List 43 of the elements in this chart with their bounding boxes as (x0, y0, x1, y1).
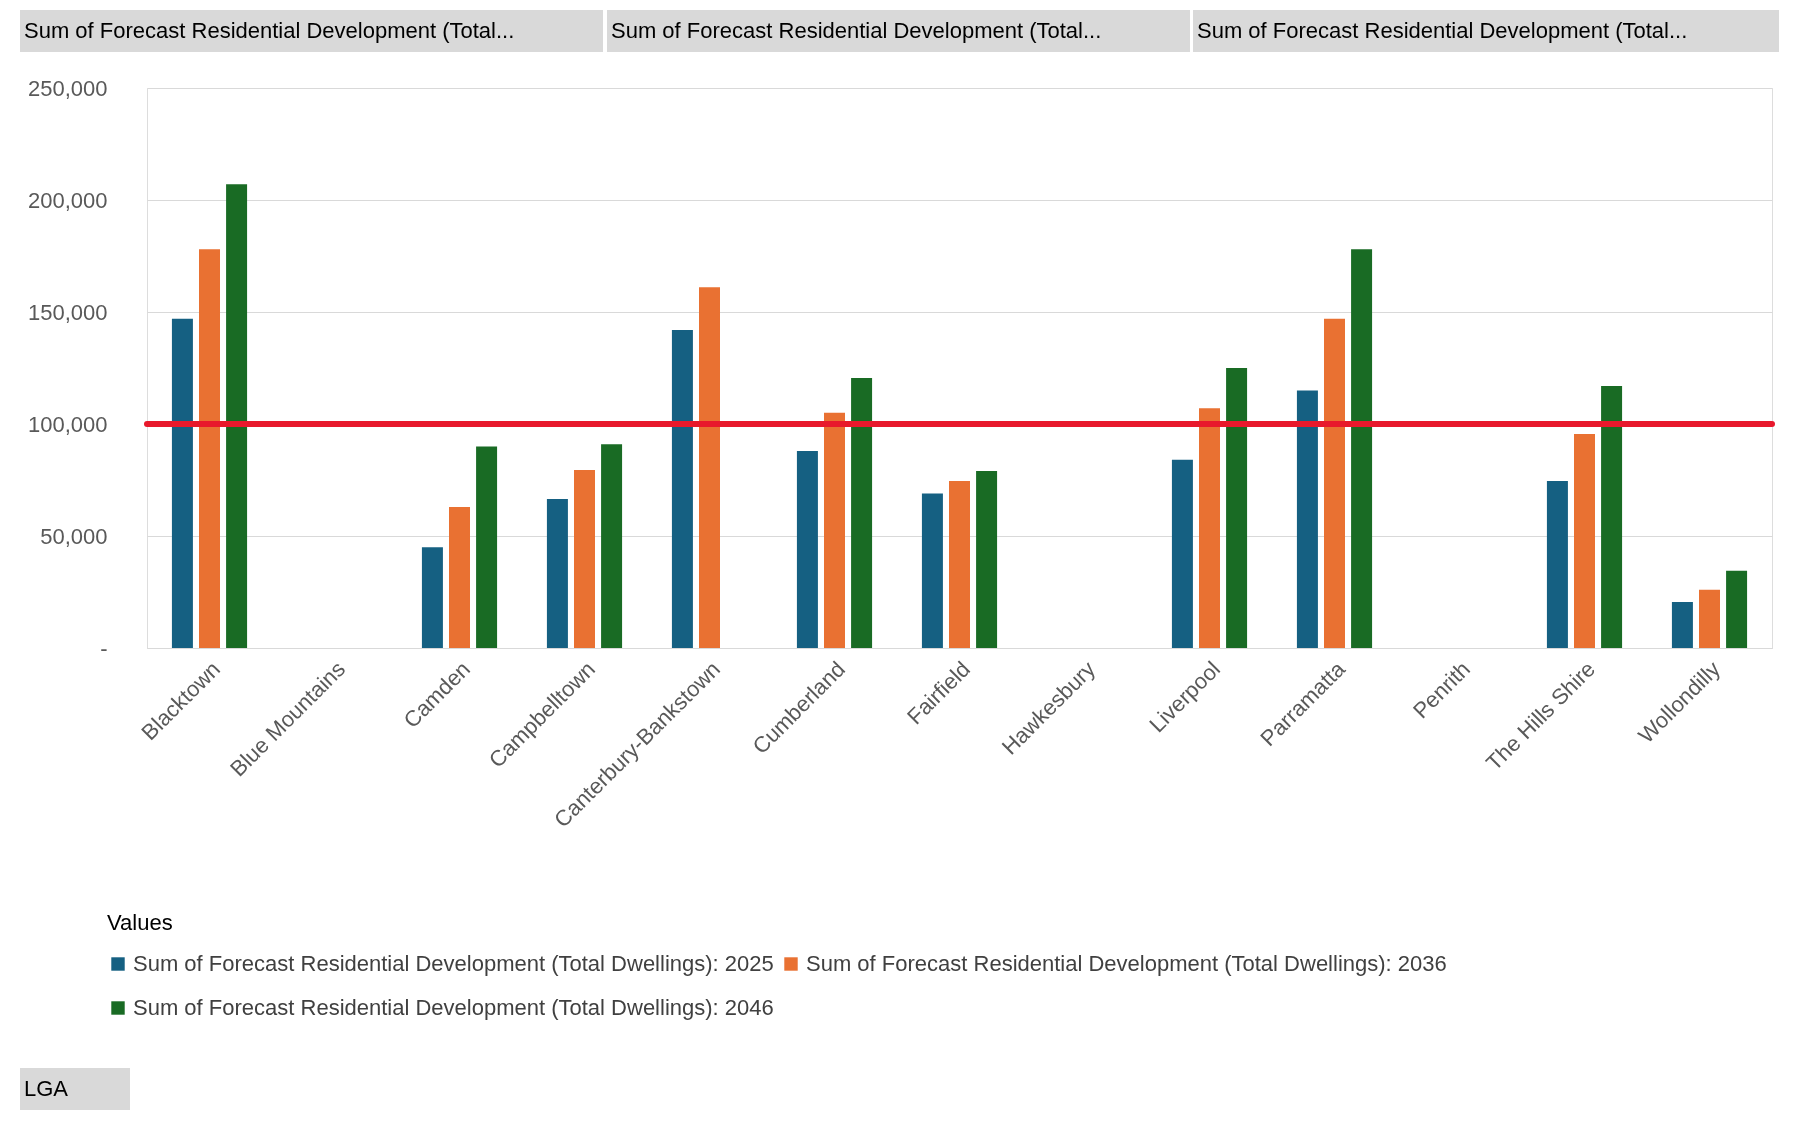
bar (976, 471, 998, 648)
bar (796, 450, 818, 648)
y-tick-label: 100,000 (27, 411, 108, 437)
y-tick-label: 250,000 (27, 75, 108, 101)
y-tick-label: 200,000 (27, 187, 108, 213)
text: Sum of Forecast Residential Development (Total... (1197, 18, 1688, 43)
text: Sum of Forecast Residential Development (Total... (611, 18, 1102, 43)
legend-title: Values (107, 910, 173, 935)
legend-label: Sum of Forecast Residential Development (Total Dwellings): 2036 (806, 951, 1447, 976)
bar (851, 378, 873, 648)
bar (1546, 481, 1568, 648)
bar (921, 493, 943, 648)
bar (1726, 570, 1748, 648)
legend-label: Sum of Forecast Residential Development (Total Dwellings): 2046 (133, 995, 774, 1020)
bar (1601, 385, 1623, 648)
bar (1296, 390, 1318, 648)
text: LGA (24, 1076, 69, 1101)
bar (226, 184, 248, 648)
y-tick-label: 50,000 (40, 523, 108, 549)
bar (824, 412, 845, 648)
bar (601, 444, 623, 648)
bar (1171, 459, 1193, 648)
y-tick-label: 150,000 (27, 299, 108, 325)
bar (199, 249, 220, 648)
bar (1699, 589, 1720, 648)
bar (1574, 434, 1595, 648)
bar (699, 287, 720, 648)
bar (476, 446, 498, 648)
y-tick-label: - (100, 635, 108, 661)
bar (574, 469, 595, 648)
bar (449, 506, 470, 648)
bar (1199, 408, 1220, 648)
legend-label: Sum of Forecast Residential Development (Total Dwellings): 2025 (133, 951, 774, 976)
bar (1351, 249, 1373, 648)
bar (171, 318, 193, 648)
text: Sum of Forecast Residential Development (Total... (24, 18, 515, 43)
bar (1226, 368, 1248, 648)
bar (546, 499, 568, 648)
bar (1324, 318, 1345, 648)
bar (671, 329, 693, 648)
bar (949, 481, 970, 648)
bar (1671, 602, 1693, 648)
bar (421, 547, 443, 648)
